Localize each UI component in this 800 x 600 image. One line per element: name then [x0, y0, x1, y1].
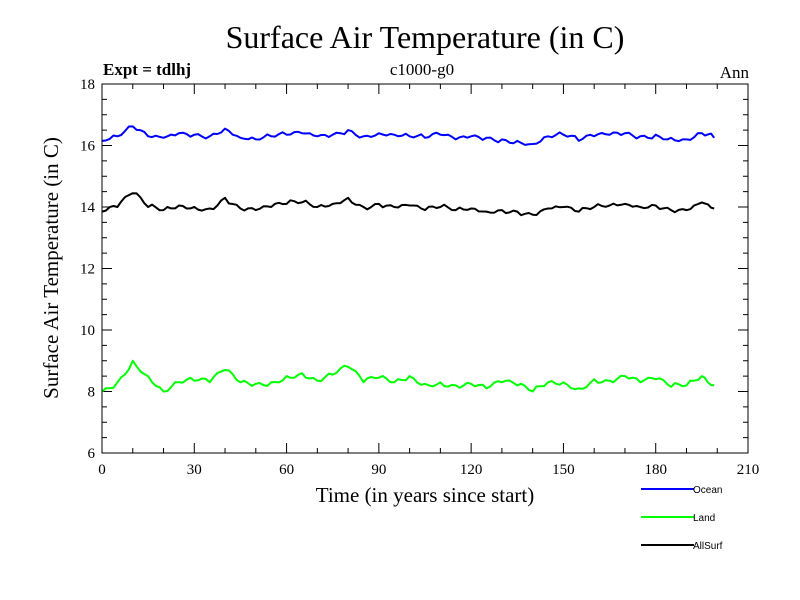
legend: Ocean Land AllSurf: [641, 485, 723, 552]
series-lines: [101, 125, 716, 393]
y-tick-label: 6: [88, 446, 96, 462]
series-line-ocean: [101, 125, 716, 146]
case-label: c1000-g0: [390, 60, 454, 79]
x-tick-label: 30: [187, 462, 202, 478]
series-line-allsurf: [101, 192, 715, 217]
experiment-label: Expt = tdlhj: [103, 60, 191, 79]
plot-frame: [101, 83, 749, 454]
legend-label-land: Land: [693, 513, 715, 524]
axis-ticks: [101, 83, 749, 454]
x-tick-label: 210: [737, 462, 760, 478]
x-tick-label: 60: [279, 462, 294, 478]
y-tick-label: 8: [88, 385, 96, 401]
x-tick-label: 0: [98, 462, 106, 478]
x-tick-labels: 0 30 60 90 120 150 180 210: [98, 462, 759, 478]
season-label: Ann: [720, 63, 750, 82]
x-tick-label: 180: [644, 462, 667, 478]
legend-label-allsurf: AllSurf: [693, 541, 723, 552]
x-tick-label: 90: [371, 462, 386, 478]
y-tick-labels: 6 8 10 12 14 16 18: [80, 77, 96, 462]
y-tick-label: 16: [80, 139, 96, 155]
x-tick-label: 120: [460, 462, 483, 478]
legend-label-ocean: Ocean: [693, 485, 722, 496]
y-tick-label: 18: [80, 77, 95, 93]
y-tick-label: 10: [80, 323, 95, 339]
x-tick-label: 150: [552, 462, 575, 478]
y-tick-label: 14: [80, 200, 96, 216]
y-axis-label: Surface Air Temperature (in C): [39, 137, 63, 399]
chart-title: Surface Air Temperature (in C): [226, 19, 625, 55]
x-axis-label: Time (in years since start): [316, 483, 535, 507]
y-tick-label: 12: [80, 262, 95, 278]
series-line-land: [101, 359, 715, 393]
